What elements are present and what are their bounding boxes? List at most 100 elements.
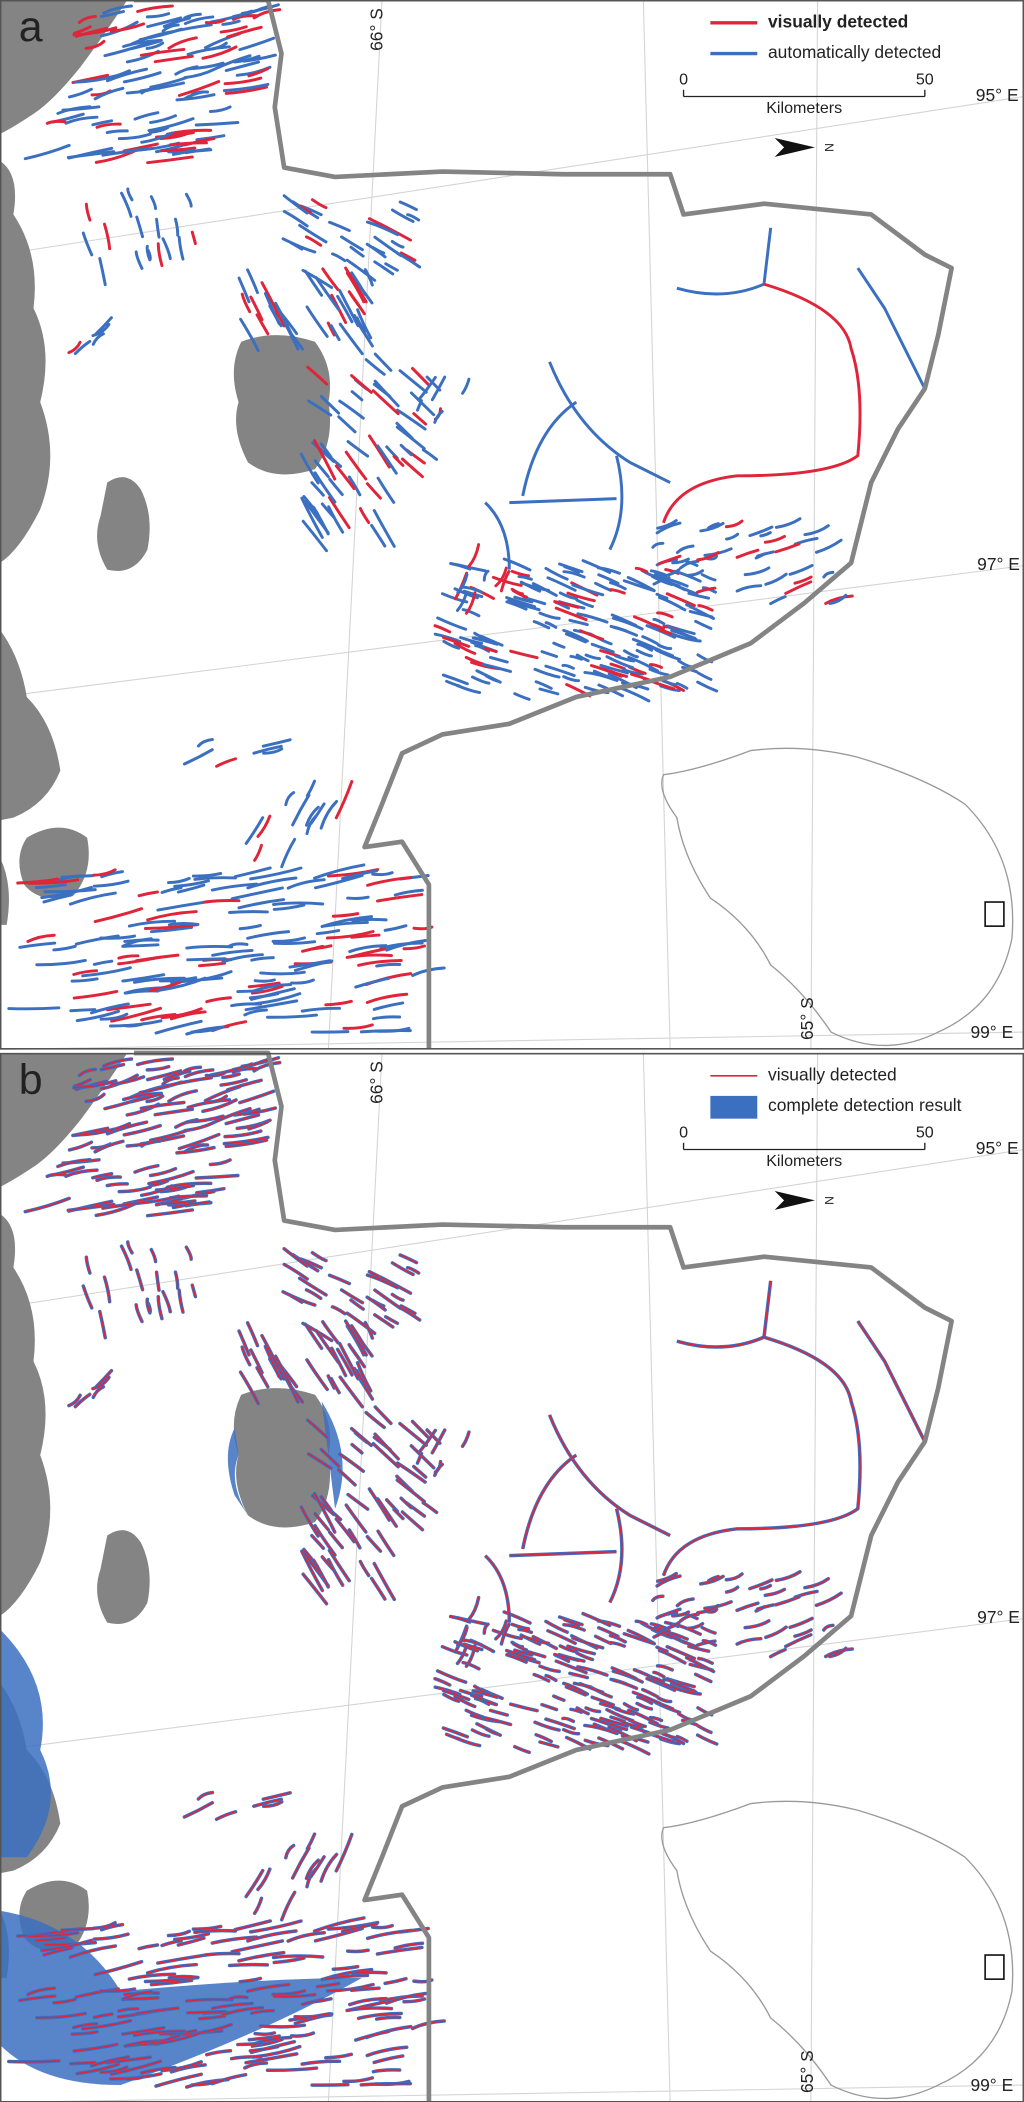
- crevasse: [324, 1974, 369, 1980]
- crevasse: [250, 956, 275, 962]
- crevasse: [503, 1611, 531, 1624]
- crevasse: [359, 1029, 412, 1034]
- crevasse: [253, 1798, 282, 1807]
- crevasse: [348, 1343, 360, 1359]
- crevasse: [775, 1596, 800, 1606]
- crevasse: [756, 550, 775, 558]
- crevasse: [147, 117, 195, 133]
- crevasse: [364, 1321, 374, 1339]
- crevasse: [538, 687, 560, 696]
- crevasse: [390, 240, 405, 249]
- crevasse: [329, 1531, 344, 1549]
- crevasse: [372, 509, 396, 548]
- crevasse: [238, 923, 262, 931]
- crevasse: [563, 565, 580, 575]
- crevasse: [298, 223, 328, 244]
- crevasse: [122, 2026, 165, 2035]
- crevasse: [247, 1930, 297, 1942]
- crevasse: [400, 1497, 412, 1509]
- crevasse: [314, 1512, 330, 1531]
- crevasse: [208, 105, 232, 113]
- crevasse: [725, 532, 740, 541]
- crevasse: [263, 292, 281, 326]
- map-panel: visually detected automatically detected 0…: [0, 0, 1024, 1051]
- crevasse: [397, 1305, 421, 1321]
- crevasse: [641, 635, 659, 646]
- crevasse: [120, 191, 133, 218]
- graticule-line: [327, 0, 383, 1050]
- crevasse: [205, 41, 228, 51]
- crevasse: [245, 1869, 264, 1898]
- crevasse: [254, 2032, 276, 2035]
- crevasse: [103, 222, 112, 251]
- crevasse: [74, 934, 120, 946]
- crevasse: [599, 663, 629, 675]
- crevasse: [24, 1197, 70, 1213]
- crevasse: [140, 2066, 176, 2074]
- crevasse: [774, 517, 802, 529]
- crevasse: [622, 649, 639, 659]
- crevasse: [658, 1649, 686, 1664]
- crevasse: [658, 1608, 681, 1618]
- crevasse: [656, 1646, 668, 1652]
- crevasse: [553, 1695, 565, 1701]
- crevasse: [159, 2029, 197, 2035]
- crevasse: [73, 74, 116, 84]
- crevasse: [637, 1696, 653, 1705]
- crevasse: [72, 969, 99, 976]
- crevasse: [60, 874, 95, 879]
- crevasse: [454, 1695, 476, 1708]
- crevasse: [688, 1645, 710, 1652]
- crevasse: [564, 632, 587, 644]
- north-label: N: [822, 143, 836, 152]
- crevasse: [545, 1674, 557, 1682]
- crevasse: [346, 895, 370, 900]
- crevasse: [649, 1716, 663, 1722]
- crevasse: [335, 1833, 353, 1872]
- crevasse: [347, 290, 361, 307]
- crevasse: [509, 497, 617, 505]
- crevasse: [491, 575, 523, 587]
- detection-area: [547, 1414, 671, 1538]
- crevasse: [385, 1992, 427, 2004]
- crevasse: [824, 594, 854, 605]
- crevasse: [555, 1660, 587, 1674]
- crevasse: [253, 1897, 263, 1915]
- crevasse: [67, 87, 93, 99]
- crevasse: [335, 1518, 355, 1543]
- crevasse: [344, 1320, 367, 1356]
- crevasse: [464, 591, 477, 615]
- detection-area: [676, 1280, 773, 1349]
- crevasse: [649, 1721, 669, 1729]
- crevasse: [183, 12, 202, 20]
- crevasse: [311, 441, 336, 463]
- crevasse: [18, 941, 57, 949]
- crevasse: [350, 374, 373, 394]
- crevasse: [764, 572, 788, 586]
- crevasse: [725, 1586, 739, 1593]
- crevasse: [312, 505, 330, 536]
- crevasse: [505, 596, 537, 609]
- crevasse: [272, 940, 317, 945]
- crevasse: [100, 1923, 124, 1931]
- crevasse: [656, 519, 678, 530]
- crevasse: [327, 1558, 344, 1586]
- crevasse: [457, 1627, 468, 1647]
- crevasse: [146, 1095, 164, 1103]
- crevasse: [356, 308, 373, 340]
- crevasse: [648, 667, 670, 677]
- crevasse: [288, 959, 332, 969]
- crevasse: [743, 566, 771, 577]
- crevasse: [406, 1266, 420, 1274]
- crevasse: [337, 415, 357, 434]
- crevasse: [520, 1635, 550, 1645]
- crevasse: [508, 1652, 540, 1664]
- crevasse: [228, 1963, 269, 1967]
- crevasse: [74, 1128, 115, 1136]
- crevasse: [103, 1276, 111, 1303]
- crevasse: [250, 1349, 263, 1374]
- crevasse: [93, 1933, 129, 1940]
- crevasse: [393, 888, 424, 897]
- crevasse: [471, 1729, 490, 1737]
- crevasse: [174, 1933, 210, 1941]
